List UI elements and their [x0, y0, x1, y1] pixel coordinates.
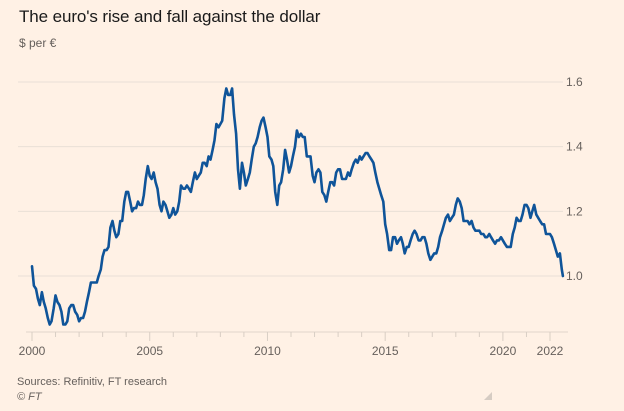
source-note: Sources: Refinitiv, FT research	[17, 376, 167, 388]
x-tick-label: 2005	[136, 344, 163, 358]
y-tick-label: 1.4	[566, 140, 583, 154]
x-tick-label: 2020	[490, 344, 517, 358]
series-group	[30, 87, 565, 326]
resize-handle-icon[interactable]	[484, 392, 492, 400]
series-line	[30, 87, 565, 326]
x-tick-label: 2015	[372, 344, 399, 358]
y-tick-label: 1.6	[566, 75, 583, 89]
x-tick-label: 2000	[19, 344, 46, 358]
x-axis: 2000 2005 2010 2015 2020 2022	[19, 331, 568, 358]
x-tick-label: 2010	[254, 344, 281, 358]
chart-subtitle: $ per €	[19, 36, 57, 50]
x-tick-label: 2022	[537, 344, 564, 358]
line-chart: 2000 2005 2010 2015 2020 2022 1.0 1.2 1.4 1.6	[18, 75, 583, 358]
grid-lines	[18, 81, 563, 277]
chart-title: The euro's rise and fall against the dol…	[19, 7, 321, 26]
y-tick-label: 1.2	[566, 204, 583, 218]
copyright-note: © FT	[17, 391, 42, 403]
y-axis-labels: 1.0 1.2 1.4 1.6	[566, 75, 583, 283]
y-tick-label: 1.0	[566, 269, 583, 283]
